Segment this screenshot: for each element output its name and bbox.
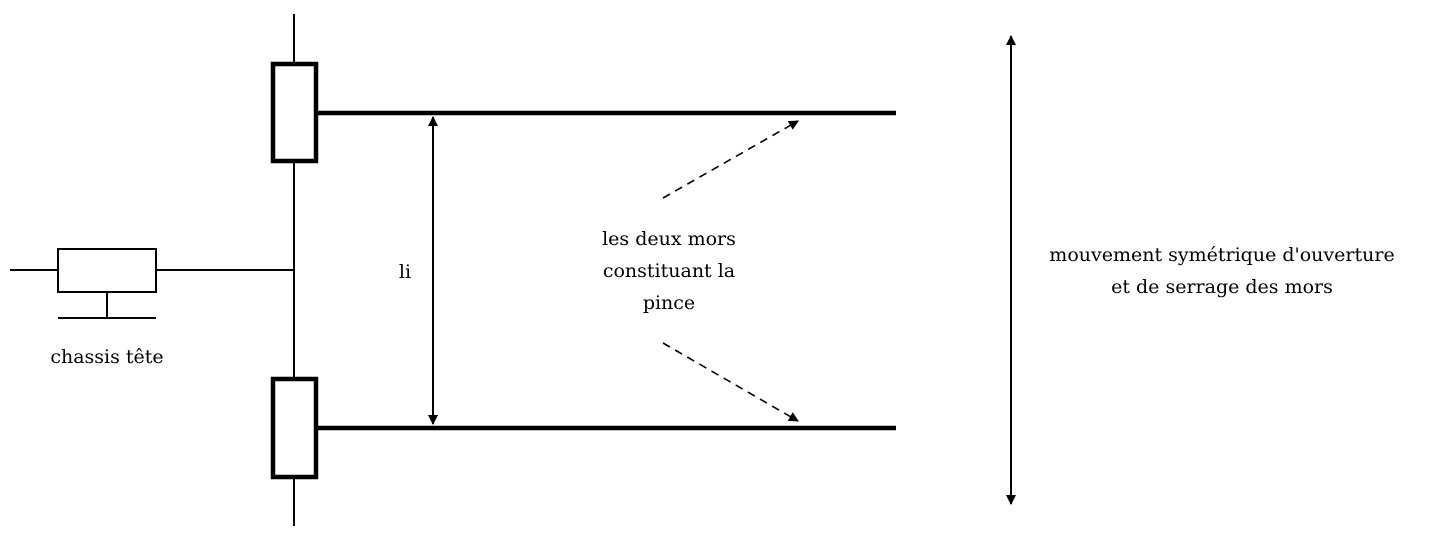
movement-label-line-1: mouvement symétrique d'ouverture: [1049, 244, 1394, 266]
chassis-symbol: [10, 248, 294, 319]
jaws-label-line-1: les deux mors: [602, 228, 736, 250]
upper-slide-box: [270, 61, 319, 164]
pointer-arrow-lower: [662, 342, 799, 422]
pointer-arrow-upper: [662, 120, 799, 199]
chassis-label: chassis tête: [50, 346, 163, 368]
lower-slide-box: [270, 376, 319, 480]
movement-label-line-2: et de serrage des mors: [1111, 276, 1333, 298]
upper-jaw: [270, 61, 896, 164]
lower-jaw: [270, 376, 896, 480]
chassis-box: [57, 248, 157, 293]
li-label: li: [399, 261, 411, 283]
jaws-label-line-2: constituant la: [603, 260, 735, 282]
jaws-label-line-3: pince: [643, 292, 695, 314]
